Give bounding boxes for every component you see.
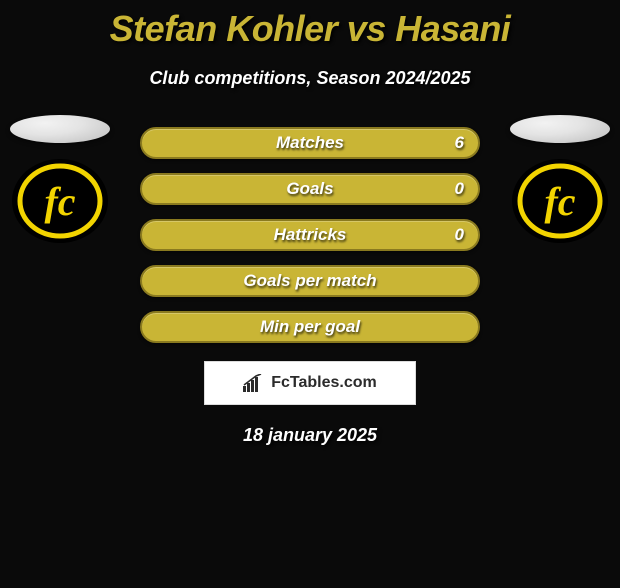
player-right-avatar-placeholder <box>510 115 610 143</box>
chart-icon <box>243 374 265 392</box>
date-text: 18 january 2025 <box>0 425 620 446</box>
player-left-avatar-placeholder <box>10 115 110 143</box>
page-title: Stefan Kohler vs Hasani <box>0 8 620 50</box>
stat-row: Min per goal <box>140 311 480 343</box>
stat-value-right: 6 <box>455 133 464 153</box>
stat-label: Min per goal <box>260 317 360 337</box>
stat-value-right: 0 <box>455 179 464 199</box>
stat-value-right: 0 <box>455 225 464 245</box>
stat-row: Goals per match <box>140 265 480 297</box>
branding-text: FcTables.com <box>271 374 377 392</box>
stat-row: Matches 6 <box>140 127 480 159</box>
branding-badge[interactable]: FcTables.com <box>204 361 416 405</box>
svg-text:fc: fc <box>44 179 75 224</box>
player-right-column: fc <box>500 115 620 245</box>
stat-label: Matches <box>276 133 344 153</box>
stat-rows: Matches 6 Goals 0 Hattricks 0 Goals per … <box>140 127 480 343</box>
stat-label: Goals per match <box>243 271 376 291</box>
club-logo-left: fc <box>10 157 110 245</box>
stat-label: Goals <box>286 179 333 199</box>
svg-text:fc: fc <box>544 179 575 224</box>
subtitle: Club competitions, Season 2024/2025 <box>0 68 620 89</box>
stats-area: fc fc Matches 6 Goals 0 Hattricks 0 Goal… <box>0 127 620 343</box>
stat-label: Hattricks <box>274 225 347 245</box>
stat-row: Hattricks 0 <box>140 219 480 251</box>
player-left-column: fc <box>0 115 120 245</box>
club-logo-right: fc <box>510 157 610 245</box>
stat-row: Goals 0 <box>140 173 480 205</box>
